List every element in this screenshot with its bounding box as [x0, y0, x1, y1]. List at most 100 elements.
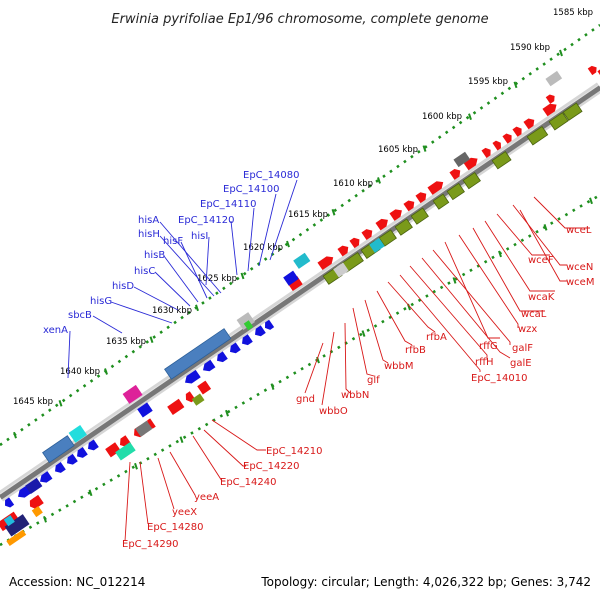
scale-label-1615: 1615 kbp	[288, 210, 328, 220]
his-operon	[42, 435, 75, 464]
scale-label-1600: 1600 kbp	[422, 112, 462, 122]
scale-tick	[513, 81, 518, 89]
scale-tick	[43, 516, 47, 523]
scale-tick	[331, 208, 336, 216]
olive-gene	[446, 182, 465, 201]
green-gene	[243, 320, 254, 331]
forward-gene	[317, 256, 334, 271]
scale-tick	[134, 462, 138, 470]
gene-label-hisd: hisD	[112, 281, 134, 292]
scale-tick	[422, 145, 427, 152]
olive-gene	[432, 193, 450, 210]
scale-tick	[589, 197, 593, 205]
teal-gene	[115, 442, 136, 461]
forward-gene	[587, 65, 597, 76]
forward-strand-genes	[283, 65, 600, 291]
scale-tick	[195, 304, 199, 312]
olive-gene	[191, 393, 205, 406]
gene-label-epc14240: EpC_14240	[220, 477, 276, 488]
bottom-labels-right: wceL wceF wceN wceM wcaK wcaL wzx rffG g…	[296, 225, 594, 417]
scale-label-1590: 1590 kbp	[510, 43, 550, 53]
scale-tick	[270, 383, 275, 390]
scale-tick	[88, 489, 93, 497]
red-gene	[105, 442, 121, 458]
gene-label-rffg: rffG	[479, 341, 498, 352]
scale-tick	[240, 272, 245, 280]
gene-label-wcal: wcaL	[521, 309, 547, 320]
top-leader-lines	[67, 179, 298, 379]
grey-gene	[236, 312, 255, 330]
olive-gene	[491, 151, 512, 170]
gene-label-hisi: hisI	[191, 231, 208, 242]
red-gene	[185, 391, 196, 403]
gene-label-xena: xenA	[43, 325, 68, 336]
red-gene	[29, 497, 40, 509]
gene-label-wcef: wceF	[528, 255, 554, 266]
gene-label-wcel: wceL	[566, 225, 592, 236]
scale-tick	[543, 224, 548, 231]
gene-label-hisc: hisC	[134, 266, 155, 277]
top-labels: EpC_14080 EpC_14100 EpC_14110 EpC_14120 …	[43, 170, 299, 336]
footer: Accession: NC_012214 Topology: circular;…	[9, 575, 591, 589]
gene-label-wzx: wzx	[518, 324, 537, 335]
reverse-gene	[137, 402, 153, 418]
forward-gene	[337, 245, 349, 257]
scale-label-1625: 1625 kbp	[197, 274, 237, 284]
scale-tick	[498, 250, 502, 258]
bottom-labels-left: EpC_14210 EpC_14220 EpC_14240 yeeA yeeX …	[122, 446, 322, 550]
forward-gene	[523, 118, 535, 130]
reverse-gene	[265, 319, 275, 330]
red-gene	[197, 380, 212, 395]
scale-tick	[179, 436, 184, 444]
scale-line-upper	[0, 23, 600, 447]
gene-label-sbcb: sbcB	[68, 310, 92, 321]
blue-gene	[283, 270, 299, 286]
grey-gene	[453, 151, 471, 168]
red-gene	[287, 275, 303, 291]
olive-gene	[378, 229, 397, 247]
olive-gene	[410, 207, 429, 225]
reverse-gene	[255, 325, 266, 337]
orange-gene	[6, 529, 27, 547]
reverse-strand-genes	[0, 312, 275, 547]
scale-label-1640: 1640 kbp	[60, 367, 100, 377]
forward-gene	[492, 140, 502, 151]
olive-gene	[526, 125, 549, 146]
scale-label-1595: 1595 kbp	[468, 77, 508, 87]
forward-gene	[389, 209, 402, 221]
scale-label-1610: 1610 kbp	[333, 179, 373, 189]
bottom-leader-lines	[304, 196, 590, 406]
his-operon	[164, 328, 232, 380]
gene-label-hisg: hisG	[90, 296, 112, 307]
gene-label-hisa: hisA	[138, 215, 159, 226]
gene-label-glf: glf	[367, 375, 380, 386]
reverse-gene	[77, 447, 88, 458]
scale-tick	[58, 400, 63, 407]
gene-label-epc14210: EpC_14210	[266, 446, 322, 457]
reverse-gene	[40, 471, 53, 483]
gene-label-hish: hisH	[138, 229, 160, 240]
reverse-gene	[5, 497, 15, 508]
scale-tick	[149, 336, 154, 343]
gene-label-yeea: yeeA	[194, 492, 219, 503]
scale-tick	[104, 368, 108, 375]
gene-label-gnd: gnd	[296, 394, 315, 405]
olive-gene	[562, 102, 583, 121]
gene-label-wcak: wcaK	[528, 292, 555, 303]
gene-label-epc14220: EpC_14220	[243, 461, 299, 472]
forward-gene	[427, 181, 444, 195]
scale-label-1635: 1635 kbp	[106, 337, 146, 347]
grey-gene	[333, 262, 349, 278]
gene-label-epc14120: EpC_14120	[178, 215, 234, 226]
gene-label-gale: galE	[510, 358, 532, 369]
gene-label-epc14280: EpC_14280	[147, 522, 203, 533]
gene-label-rffh: rffH	[475, 357, 494, 368]
scale-tick	[286, 240, 290, 248]
scale-label-1585: 1585 kbp	[553, 8, 593, 18]
backbone	[0, 82, 600, 502]
olive-gene	[548, 112, 569, 131]
teal-gene	[293, 252, 311, 269]
gene-label-rfba: rfbA	[426, 332, 447, 343]
grey-gene	[545, 70, 563, 87]
navy-gene	[4, 514, 30, 537]
